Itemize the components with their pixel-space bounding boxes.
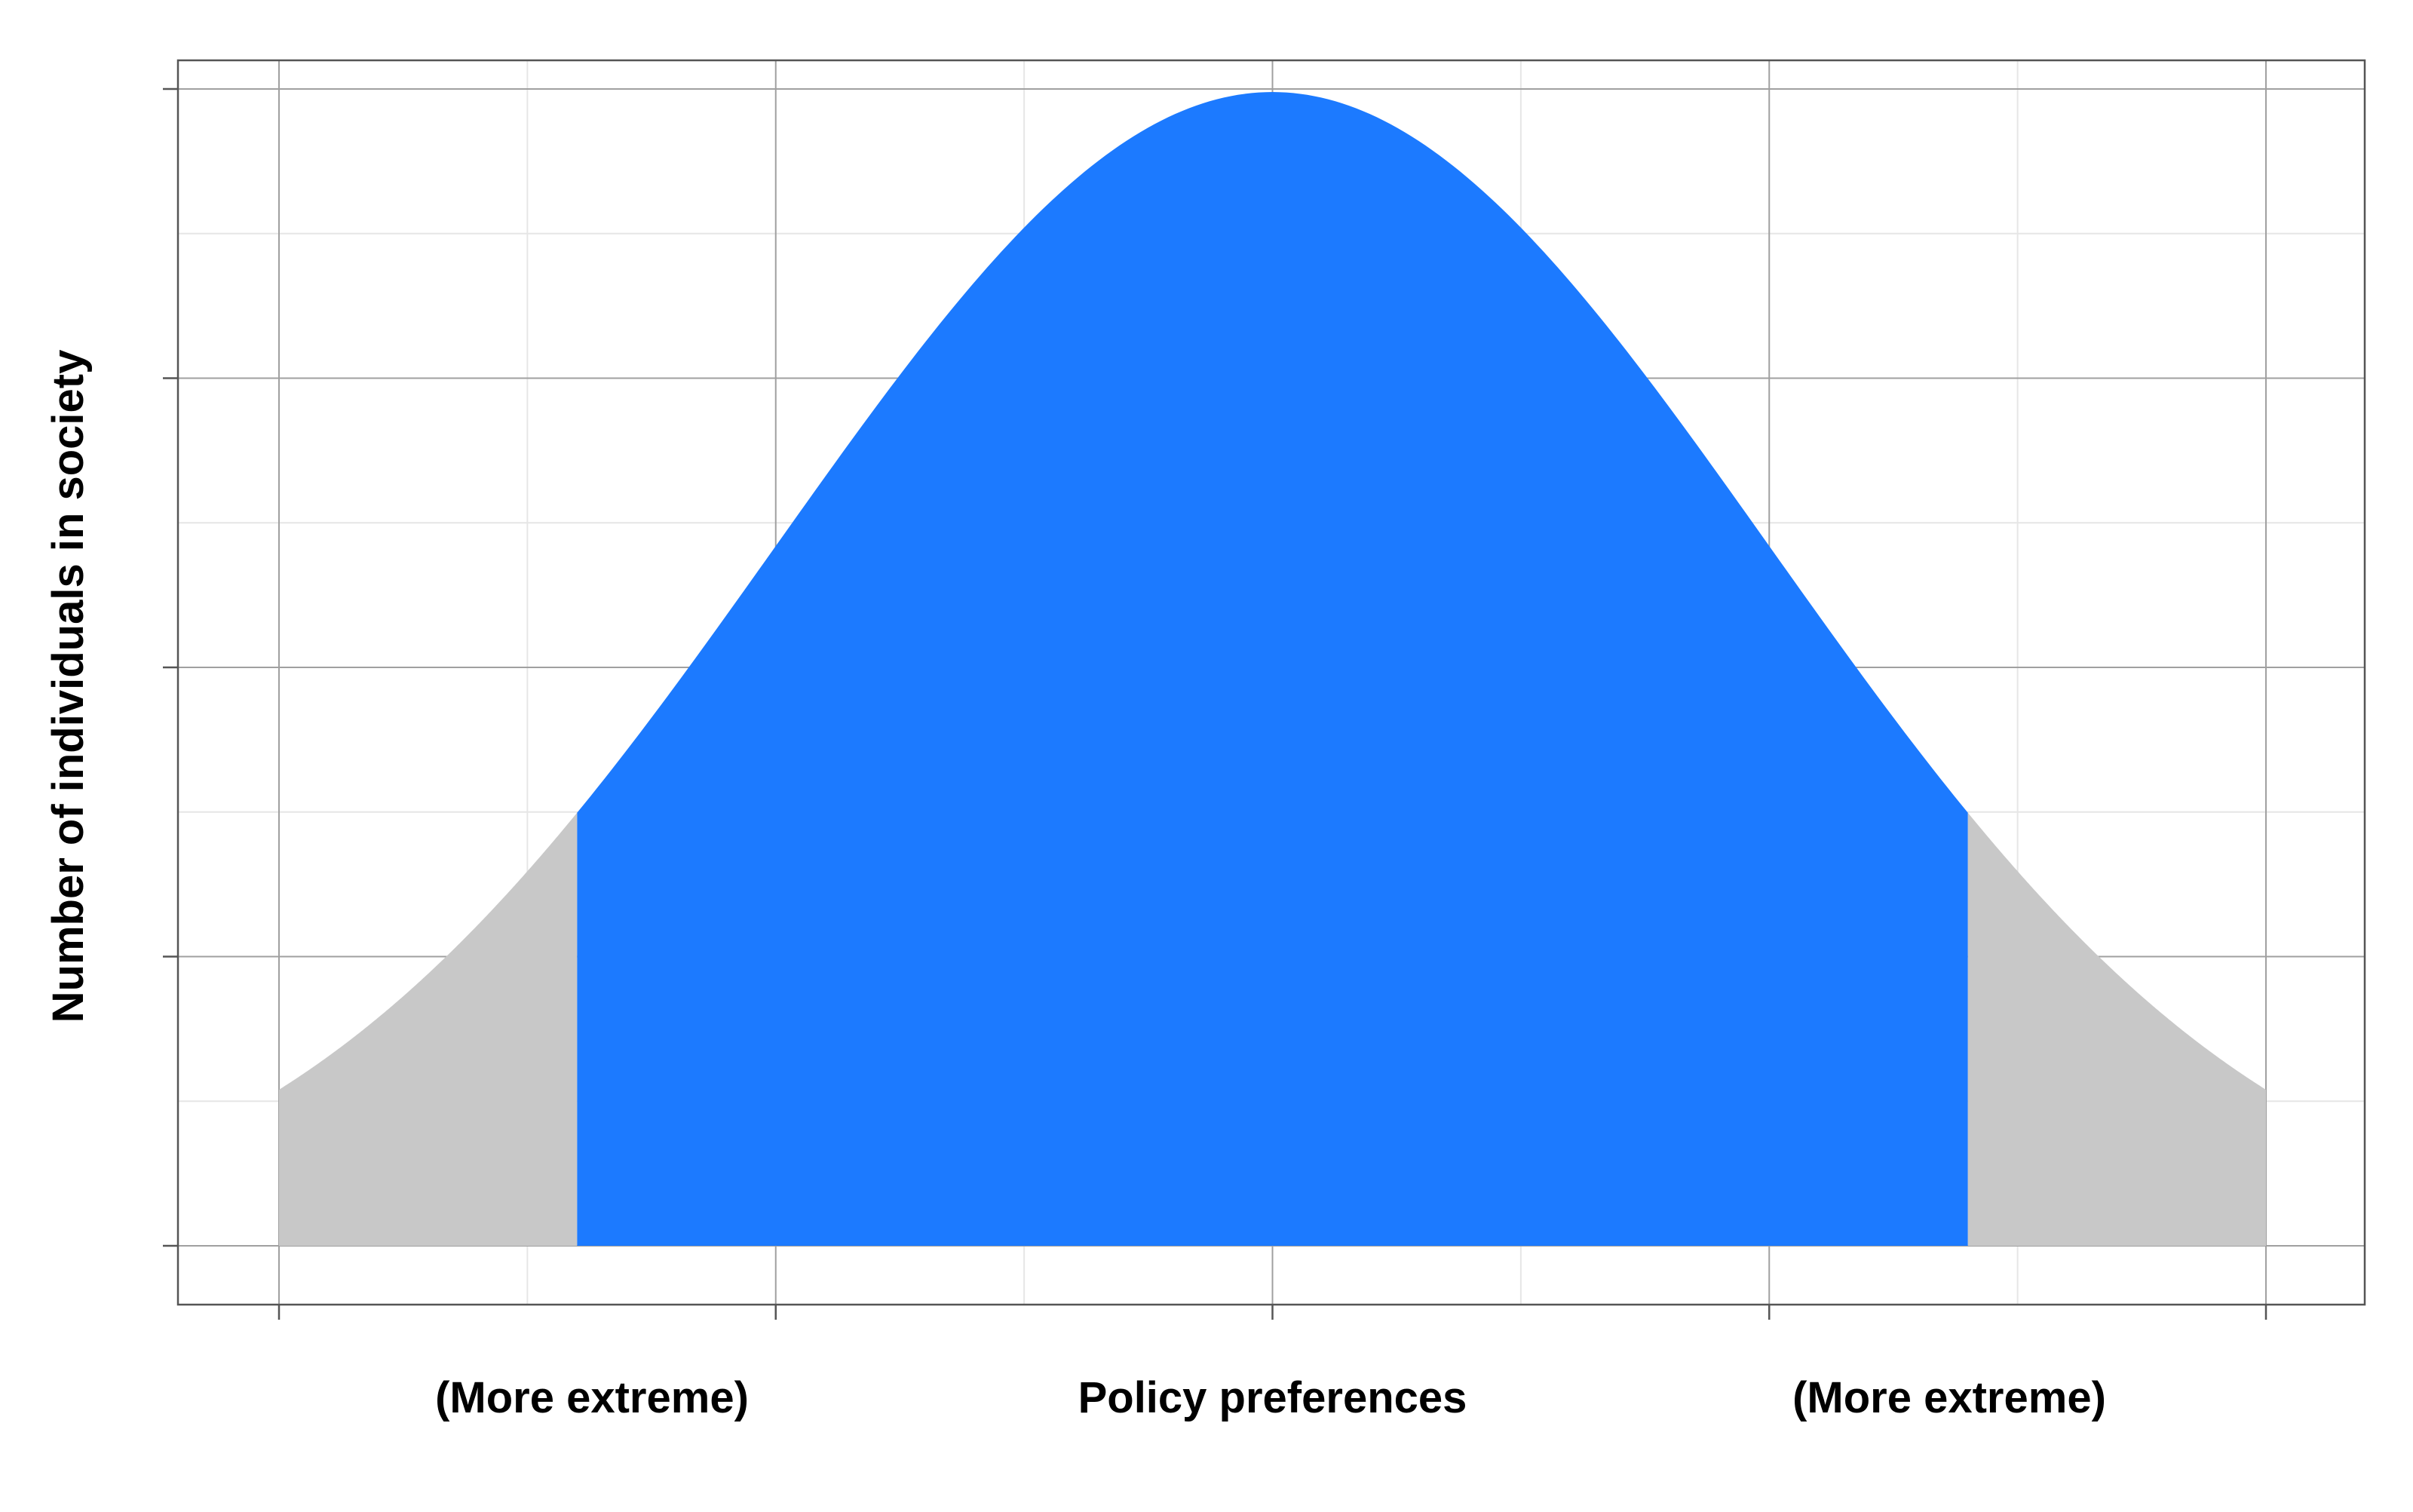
x-annotation-left: (More extreme): [435, 1373, 749, 1422]
left-tail-area: [279, 812, 578, 1246]
axis-ticks: [163, 87, 2267, 1320]
plot-panel-border: [176, 59, 2366, 1306]
right-tail-area: [1967, 812, 2266, 1246]
x-axis-label: Policy preferences: [1078, 1373, 1467, 1422]
y-axis-label: Number of individuals in society: [44, 350, 93, 1023]
center-area: [577, 92, 1968, 1246]
x-annotation-right: (More extreme): [1792, 1373, 2106, 1422]
density-areas: [279, 92, 2266, 1246]
